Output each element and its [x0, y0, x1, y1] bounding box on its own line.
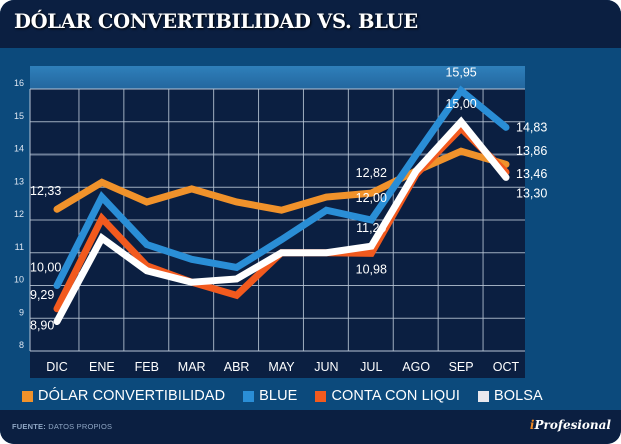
legend-label: CONTA CON LIQUI — [331, 388, 460, 404]
legend-swatch-bolsa — [477, 390, 489, 402]
data-label: 12,00 — [356, 191, 387, 205]
legend-item-blue: BLUE — [243, 388, 297, 404]
header-bar: DÓLAR CONVERTIBILIDAD VS. BLUE — [0, 0, 621, 48]
y-tick-label: 11 — [15, 242, 24, 252]
y-tick-label: 9 — [19, 307, 24, 317]
legend: DÓLAR CONVERTIBILIDAD BLUE CONTA CON LIQ… — [22, 388, 561, 404]
data-label: 15,95 — [445, 66, 476, 80]
y-tick-label: 13 — [14, 176, 24, 186]
x-tick-label: OCT — [493, 360, 520, 374]
legend-item-contado-con-liqui: CONTA CON LIQUI — [315, 388, 460, 404]
brand-logo-text: Profesional — [534, 418, 611, 432]
series-line-blue — [53, 85, 510, 289]
y-tick-label: 16 — [14, 78, 24, 88]
data-label: 14,83 — [516, 120, 547, 134]
brand-logo-i: i — [529, 418, 535, 432]
data-label: 10,00 — [30, 261, 61, 275]
brand-logo: iProfesional — [530, 418, 611, 432]
data-label: 15,00 — [445, 97, 476, 111]
legend-swatch-blue — [243, 390, 255, 402]
data-label: 13,46 — [516, 167, 547, 181]
data-label: 10,98 — [356, 262, 387, 276]
x-tick-label: ABR — [224, 360, 250, 374]
series-line-dolar-convertibilidad — [53, 147, 510, 214]
y-tick-label: 14 — [14, 144, 24, 154]
data-label: 12,33 — [30, 184, 61, 198]
line-chart: 8 9 10 11 12 13 14 15 16 DIC ENE FEB MAR ABR MAY JUN JUL… — [14, 66, 547, 378]
x-tick-label: MAR — [178, 360, 206, 374]
data-label: 12,82 — [356, 166, 387, 180]
y-tick-label: 12 — [14, 209, 24, 219]
x-tick-label: JUL — [360, 360, 382, 374]
legend-item-convertibilidad: DÓLAR CONVERTIBILIDAD — [22, 388, 225, 404]
data-label: 13,30 — [516, 186, 547, 200]
legend-label: DÓLAR CONVERTIBILIDAD — [38, 388, 226, 404]
x-tick-label: DIC — [46, 360, 68, 374]
legend-swatch-contado-con-liqui — [315, 390, 327, 402]
y-tick-label: 8 — [19, 340, 24, 350]
x-tick-label: AGO — [402, 360, 430, 374]
source-label: FUENTE: — [12, 422, 46, 431]
legend-label: BOLSA — [493, 388, 543, 404]
data-label: 9,29 — [30, 288, 54, 302]
footer-bar: FUENTE: DATOS PROPIOS iProfesional — [0, 410, 621, 444]
legend-swatch-convertibilidad — [22, 390, 33, 402]
x-tick-label: SEP — [449, 360, 474, 374]
plot-top-band — [30, 66, 525, 89]
x-tick-label: FEB — [135, 360, 159, 374]
y-tick-label: 15 — [14, 111, 24, 121]
legend-item-bolsa: BOLSA — [477, 388, 543, 404]
chart-title: DÓLAR CONVERTIBILIDAD VS. BLUE — [14, 10, 418, 33]
y-tick-label: 10 — [14, 275, 24, 285]
source-note: FUENTE: DATOS PROPIOS — [12, 422, 112, 431]
x-tick-label: MAY — [268, 360, 295, 374]
data-label: 13,86 — [516, 144, 547, 158]
series-line-bolsa — [53, 116, 510, 326]
x-tick-label: JUN — [314, 360, 338, 374]
x-tick-label: ENE — [89, 360, 115, 374]
data-label: 8,90 — [30, 319, 54, 333]
legend-label: BLUE — [259, 388, 298, 404]
data-label: 11,20 — [356, 221, 386, 235]
source-value: DATOS PROPIOS — [48, 422, 113, 431]
